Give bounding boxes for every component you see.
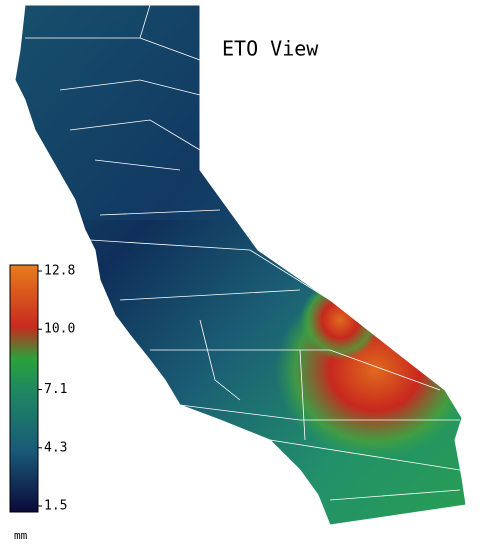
color-bar-ticks: 12.8 10.0 7.1 4.3 1.5 xyxy=(38,264,75,514)
map-title: ETO View xyxy=(222,37,319,61)
eto-hot-zone xyxy=(300,280,380,360)
legend-unit: mm xyxy=(14,529,28,542)
county-lines xyxy=(25,4,461,501)
color-bar-label: 7.1 xyxy=(44,382,67,397)
color-bar-label: 4.3 xyxy=(44,440,67,455)
eto-north xyxy=(15,5,230,220)
color-bar-label: 1.5 xyxy=(44,499,67,514)
color-bar-label: 10.0 xyxy=(44,322,75,337)
color-bar xyxy=(9,264,39,513)
color-bar-label: 12.8 xyxy=(44,264,75,279)
county-line xyxy=(25,4,461,501)
